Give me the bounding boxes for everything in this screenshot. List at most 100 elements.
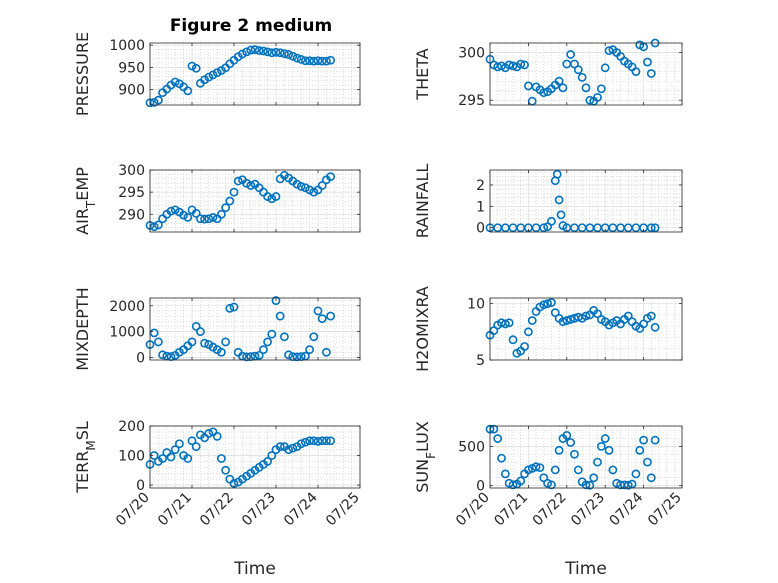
data-point: [267, 48, 277, 58]
y-tick-label: 2000: [109, 299, 145, 315]
data-point: [321, 436, 331, 446]
data-point: [500, 469, 510, 479]
data-point: [326, 172, 335, 182]
data-point: [229, 187, 239, 197]
data-point: [643, 457, 652, 467]
axes-box: [489, 425, 683, 489]
x-tick-label: 07/21: [491, 490, 531, 530]
data-point: [212, 431, 222, 441]
data-point: [566, 315, 576, 324]
plot-area: [150, 298, 360, 360]
data-point: [500, 319, 510, 329]
data-point: [527, 316, 537, 325]
data-point: [573, 65, 583, 75]
y-axis-label: TERRMSL: [73, 421, 98, 494]
data-point: [646, 69, 656, 78]
data-point: [593, 92, 602, 102]
data-point: [284, 445, 293, 455]
data-point: [326, 436, 335, 446]
data-point: [547, 298, 556, 307]
data-point: [309, 332, 319, 342]
data-point: [531, 462, 541, 472]
series-markers: [145, 296, 335, 362]
data-point: [263, 457, 272, 466]
data-point: [275, 442, 285, 452]
y-tick-label: 295: [458, 93, 485, 109]
data-point: [183, 86, 193, 96]
data-point: [191, 208, 201, 218]
data-point: [204, 72, 214, 82]
data-point: [508, 480, 518, 490]
data-point: [170, 445, 180, 455]
data-point: [191, 63, 201, 73]
data-point: [263, 337, 272, 347]
x-tick-label: 07/25: [645, 490, 685, 530]
subplot-5: 0 1000 2000 MIXDEPTH: [73, 287, 361, 371]
data-point: [200, 214, 209, 224]
data-point: [179, 210, 188, 220]
subplot-4: 0 1 2 RAINFALL: [413, 164, 683, 238]
data-point: [275, 311, 285, 321]
data-point: [305, 436, 314, 446]
axes-box: [489, 297, 683, 361]
data-point: [300, 437, 310, 447]
subplot-1: 900 950 1000 PRESSURE: [73, 32, 361, 116]
data-point: [254, 350, 264, 360]
data-point: [305, 345, 314, 355]
data-point: [284, 50, 293, 59]
data-point: [554, 76, 564, 86]
data-point: [191, 442, 201, 452]
subplot-7: 0 100 200 07/20 07/21 07/22 07/23 07/24 07/25 TER…: [73, 419, 363, 579]
subplot-2: 295 300 THETA: [413, 38, 683, 109]
y-tick-label: 0: [136, 350, 145, 366]
data-point: [566, 50, 576, 59]
data-point: [271, 296, 281, 305]
x-tick-label: 07/20: [113, 490, 153, 530]
series-markers: [485, 298, 660, 358]
data-point: [547, 216, 556, 226]
series-markers: [485, 38, 660, 106]
y-tick-label: 300: [118, 163, 145, 179]
y-axis-label: AIRTEMP: [73, 167, 98, 235]
series-markers: [485, 169, 660, 233]
data-point: [539, 223, 549, 233]
data-point: [170, 205, 180, 215]
data-point: [581, 83, 591, 93]
data-point: [305, 56, 314, 66]
data-point: [596, 84, 606, 94]
data-point: [585, 480, 595, 490]
data-point: [321, 347, 331, 357]
y-tick-label: 1000: [109, 325, 145, 341]
axes-box: [149, 169, 361, 233]
data-point: [170, 77, 180, 87]
data-point: [158, 454, 167, 463]
data-point: [242, 47, 251, 57]
y-tick-label: 5: [476, 353, 485, 369]
data-point: [497, 453, 506, 463]
y-tick-label: 0: [136, 478, 145, 494]
data-point: [581, 311, 591, 321]
y-tick-label: 500: [458, 439, 485, 455]
y-tick-label: 300: [458, 46, 485, 62]
data-point: [216, 209, 226, 219]
y-axis-label: MIXDEPTH: [73, 287, 92, 370]
data-point: [600, 434, 610, 443]
data-point: [187, 337, 197, 347]
plot-area: [490, 170, 682, 232]
data-point: [313, 306, 323, 316]
data-point: [292, 352, 302, 362]
data-point: [183, 212, 193, 222]
axes-box: [149, 297, 361, 361]
data-point: [183, 454, 193, 463]
y-tick-label: 0: [476, 479, 485, 495]
data-point: [326, 311, 335, 321]
axes-box: [489, 42, 683, 106]
data-point: [174, 439, 184, 449]
data-point: [153, 337, 163, 347]
data-point: [508, 61, 518, 71]
plot-area: [150, 426, 360, 488]
x-tick-label: 07/23: [239, 490, 279, 530]
data-point: [321, 56, 331, 66]
data-point: [233, 176, 243, 186]
data-point: [577, 72, 587, 82]
